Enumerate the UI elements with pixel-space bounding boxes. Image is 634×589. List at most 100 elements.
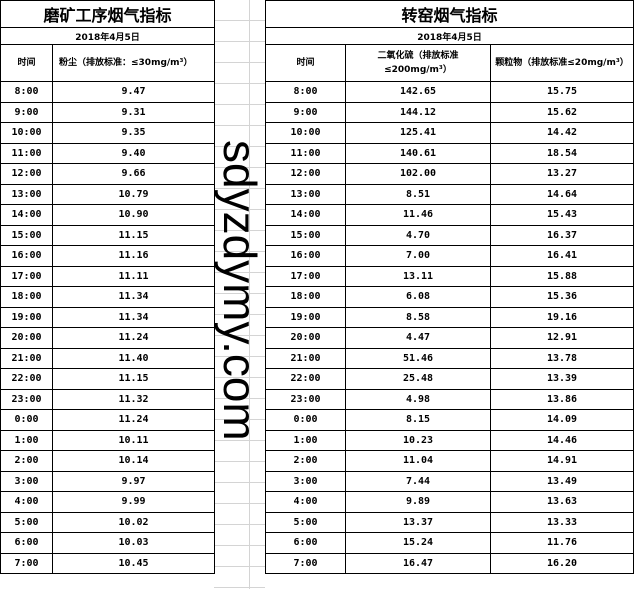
particulate-cell: 15.36 [489, 286, 634, 308]
time-cell: 17:00 [0, 265, 53, 287]
time-cell: 15:00 [0, 224, 53, 246]
time-cell: 2:00 [0, 450, 53, 472]
so2-cell: 6.08 [345, 286, 491, 308]
so2-cell: 125.41 [345, 122, 491, 144]
dust-cell: 11.15 [51, 224, 216, 246]
table-row: 21:00 11.40 [0, 347, 216, 369]
time-cell: 11:00 [265, 142, 346, 164]
time-cell: 1:00 [265, 429, 346, 451]
dust-cell: 10.45 [51, 552, 216, 574]
so2-cell: 10.23 [345, 429, 491, 451]
table-row: 19:00 11.34 [0, 306, 216, 328]
time-cell: 12:00 [0, 163, 53, 185]
time-cell: 9:00 [0, 101, 53, 123]
particulate-cell: 14.64 [489, 183, 634, 205]
particulate-cell: 13.39 [489, 368, 634, 390]
time-cell: 12:00 [265, 163, 346, 185]
table-row: 22:00 25.48 13.39 [265, 368, 634, 390]
time-cell: 6:00 [0, 532, 53, 554]
dust-cell: 9.99 [51, 491, 216, 513]
particulate-cell: 14.09 [489, 409, 634, 431]
table-row: 12:00 102.00 13.27 [265, 163, 634, 185]
table-row: 17:00 11.11 [0, 265, 216, 287]
dust-cell: 11.15 [51, 368, 216, 390]
table-row: 5:00 10.02 [0, 511, 216, 533]
time-cell: 21:00 [265, 347, 346, 369]
so2-cell: 4.70 [345, 224, 491, 246]
table-title: 转窑烟气指标 [264, 0, 634, 28]
particulate-cell: 16.37 [489, 224, 634, 246]
table-row: 0:00 8.15 14.09 [265, 409, 634, 431]
time-cell: 1:00 [0, 429, 53, 451]
particulate-cell: 14.46 [489, 429, 634, 451]
time-cell: 7:00 [0, 552, 53, 574]
header-time: 时间 [0, 44, 53, 82]
so2-cell: 8.58 [345, 306, 491, 328]
table-row: 12:00 9.66 [0, 163, 216, 185]
table-row: 4:00 9.89 13.63 [265, 491, 634, 513]
table-row: 13:00 8.51 14.64 [265, 183, 634, 205]
so2-cell: 25.48 [345, 368, 491, 390]
time-cell: 19:00 [0, 306, 53, 328]
dust-cell: 11.11 [51, 265, 216, 287]
particulate-cell: 13.78 [489, 347, 634, 369]
header-so2: 二氧化硫（排放标准≤200mg/m³） [345, 44, 491, 82]
so2-cell: 142.65 [345, 81, 491, 103]
dust-cell: 10.03 [51, 532, 216, 554]
dust-cell: 9.97 [51, 470, 216, 492]
table-row: 18:00 6.08 15.36 [265, 286, 634, 308]
table-row: 6:00 15.24 11.76 [265, 532, 634, 554]
dust-cell: 9.35 [51, 122, 216, 144]
time-cell: 0:00 [0, 409, 53, 431]
table-row: 18:00 11.34 [0, 286, 216, 308]
time-cell: 21:00 [0, 347, 53, 369]
sheet-gridlines [214, 0, 265, 589]
time-cell: 14:00 [265, 204, 346, 226]
table-row: 10:00 9.35 [0, 122, 216, 144]
so2-cell: 4.47 [345, 327, 491, 349]
particulate-cell: 18.54 [489, 142, 634, 164]
table-row: 9:00 144.12 15.62 [265, 101, 634, 123]
table-row: 15:00 11.15 [0, 224, 216, 246]
dust-cell: 11.34 [51, 286, 216, 308]
header-particulate: 颗粒物（排放标准≤20mg/m³） [489, 44, 634, 82]
table-row: 6:00 10.03 [0, 532, 216, 554]
table-row: 2:00 11.04 14.91 [265, 450, 634, 472]
table-row: 1:00 10.23 14.46 [265, 429, 634, 451]
time-cell: 16:00 [0, 245, 53, 267]
so2-cell: 102.00 [345, 163, 491, 185]
time-cell: 13:00 [0, 183, 53, 205]
table-row: 3:00 9.97 [0, 470, 216, 492]
time-cell: 10:00 [265, 122, 346, 144]
dust-cell: 9.31 [51, 101, 216, 123]
table-row: 20:00 4.47 12.91 [265, 327, 634, 349]
time-cell: 13:00 [265, 183, 346, 205]
dust-cell: 11.24 [51, 327, 216, 349]
table-row: 9:00 9.31 [0, 101, 216, 123]
table-date: 2018年4月5日 [264, 27, 634, 45]
kiln-flue-gas-table: 转窑烟气指标 2018年4月5日 时间 二氧化硫（排放标准≤200mg/m³） … [264, 0, 634, 574]
dust-cell: 11.24 [51, 409, 216, 431]
table-row: 23:00 11.32 [0, 388, 216, 410]
dust-cell: 11.40 [51, 347, 216, 369]
table-row: 11:00 140.61 18.54 [265, 142, 634, 164]
so2-cell: 144.12 [345, 101, 491, 123]
header-time: 时间 [265, 44, 346, 82]
so2-cell: 51.46 [345, 347, 491, 369]
table-row: 0:00 11.24 [0, 409, 216, 431]
particulate-cell: 13.63 [489, 491, 634, 513]
particulate-cell: 13.86 [489, 388, 634, 410]
table-row: 16:00 11.16 [0, 245, 216, 267]
time-cell: 5:00 [265, 511, 346, 533]
dust-cell: 10.90 [51, 204, 216, 226]
table-row: 13:00 10.79 [0, 183, 216, 205]
so2-cell: 9.89 [345, 491, 491, 513]
so2-cell: 11.46 [345, 204, 491, 226]
time-cell: 8:00 [0, 81, 53, 103]
so2-cell: 8.51 [345, 183, 491, 205]
time-cell: 7:00 [265, 552, 346, 574]
time-cell: 3:00 [265, 470, 346, 492]
particulate-cell: 12.91 [489, 327, 634, 349]
time-cell: 10:00 [0, 122, 53, 144]
dust-cell: 11.16 [51, 245, 216, 267]
